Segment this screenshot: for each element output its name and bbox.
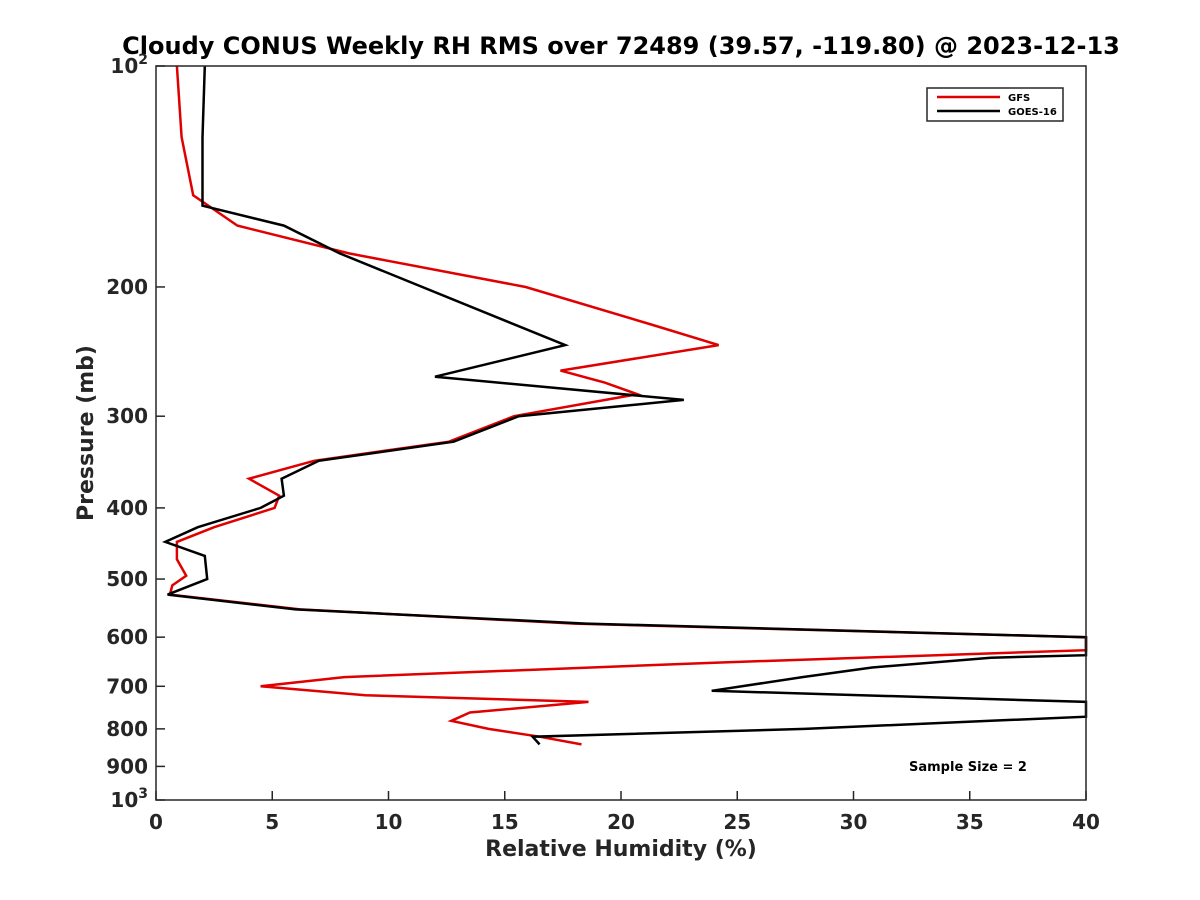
legend-label: GFS xyxy=(1008,93,1030,104)
x-tick-label: 30 xyxy=(840,810,868,834)
y-tick-label: 900 xyxy=(106,754,148,778)
chart-title: Cloudy CONUS Weekly RH RMS over 72489 (3… xyxy=(122,32,1120,60)
y-axis-label: Pressure (mb) xyxy=(74,345,99,521)
y-tick-label: 400 xyxy=(106,496,148,520)
y-tick-label: 300 xyxy=(106,404,148,428)
y-tick-label: 200 xyxy=(106,275,148,299)
x-tick-label: 10 xyxy=(375,810,403,834)
y-tick-label: 600 xyxy=(106,625,148,649)
y-tick-label: 700 xyxy=(106,674,148,698)
x-tick-label: 20 xyxy=(607,810,635,834)
legend-label: GOES-16 xyxy=(1008,107,1057,118)
plot-frame xyxy=(155,65,1087,801)
series-line-goes-16 xyxy=(161,65,1088,746)
series-line-gfs xyxy=(168,65,1088,746)
x-tick-label: 5 xyxy=(265,810,279,834)
x-tick-label: 0 xyxy=(149,810,163,834)
x-axis-label: Relative Humidity (%) xyxy=(485,837,757,862)
y-tick-label: 800 xyxy=(106,717,148,741)
legend-box xyxy=(926,87,1064,122)
y-tick-label: 500 xyxy=(106,567,148,591)
y-tick-label: 103 xyxy=(110,786,148,812)
sample-size-annotation: Sample Size = 2 xyxy=(909,760,1027,775)
legend: GFS GOES-16 xyxy=(926,87,1064,122)
x-tick-label: 35 xyxy=(956,810,984,834)
x-tick-label: 25 xyxy=(723,810,751,834)
y-tick-label: 102 xyxy=(110,52,148,78)
x-tick-label: 40 xyxy=(1072,810,1100,834)
x-tick-label: 15 xyxy=(491,810,519,834)
